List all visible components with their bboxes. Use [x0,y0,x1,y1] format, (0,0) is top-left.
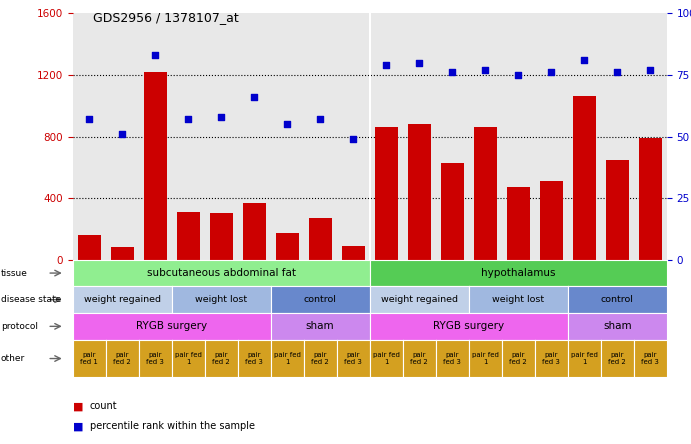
Bar [209,213,233,260]
Text: pair
fed 3: pair fed 3 [344,352,362,365]
Text: other: other [1,354,25,363]
Text: control: control [304,295,337,304]
Bar [144,72,167,260]
Bar [243,203,265,260]
Text: pair
fed 3: pair fed 3 [444,352,461,365]
Text: weight regained: weight regained [381,295,457,304]
Point [84,116,95,123]
Text: sham: sham [306,321,334,331]
Point [546,69,557,76]
Point [612,69,623,76]
Text: sham: sham [603,321,632,331]
Bar [507,187,530,260]
Text: pair fed
1: pair fed 1 [274,352,301,365]
Bar [408,124,430,260]
Bar [606,160,629,260]
Point [645,67,656,74]
Text: weight lost: weight lost [195,295,247,304]
Point [381,62,392,69]
Point [149,52,160,59]
Text: RYGB surgery: RYGB surgery [433,321,504,331]
Text: hypothalamus: hypothalamus [481,268,556,278]
Text: GDS2956 / 1378107_at: GDS2956 / 1378107_at [93,11,239,24]
Bar [638,138,662,260]
Point [282,121,293,128]
Text: pair
fed 2: pair fed 2 [311,352,329,365]
Bar [77,235,101,260]
Point [314,116,325,123]
Text: tissue: tissue [1,269,28,278]
Text: ■: ■ [73,421,83,431]
Bar [375,127,398,260]
Text: disease state: disease state [1,295,61,304]
Point [117,131,128,138]
Bar [540,181,562,260]
Text: pair
fed 3: pair fed 3 [245,352,263,365]
Point [182,116,193,123]
Text: pair
fed 2: pair fed 2 [608,352,626,365]
Text: count: count [90,401,117,411]
Text: weight regained: weight regained [84,295,160,304]
Bar [177,212,200,260]
Bar [473,127,497,260]
Bar [441,163,464,260]
Point [414,59,425,66]
Point [579,56,590,63]
Text: pair
fed 2: pair fed 2 [212,352,230,365]
Text: pair
fed 3: pair fed 3 [542,352,560,365]
Bar [341,246,365,260]
Point [216,113,227,120]
Text: pair fed
1: pair fed 1 [175,352,202,365]
Text: control: control [601,295,634,304]
Text: pair
fed 3: pair fed 3 [641,352,659,365]
Point [348,135,359,143]
Text: percentile rank within the sample: percentile rank within the sample [90,421,255,431]
Point [446,69,457,76]
Text: subcutaneous abdominal fat: subcutaneous abdominal fat [146,268,296,278]
Text: pair
fed 2: pair fed 2 [410,352,428,365]
Text: pair fed
1: pair fed 1 [571,352,598,365]
Text: protocol: protocol [1,322,38,331]
Text: ■: ■ [73,401,83,411]
Bar [309,218,332,260]
Text: weight lost: weight lost [492,295,545,304]
Point [480,67,491,74]
Point [513,71,524,79]
Text: pair
fed 2: pair fed 2 [509,352,527,365]
Bar [276,233,299,260]
Text: pair
fed 1: pair fed 1 [80,352,98,365]
Text: pair
fed 2: pair fed 2 [113,352,131,365]
Bar [573,96,596,260]
Bar [111,247,133,260]
Text: RYGB surgery: RYGB surgery [136,321,207,331]
Text: pair
fed 3: pair fed 3 [146,352,164,365]
Point [249,94,260,101]
Text: pair fed
1: pair fed 1 [472,352,499,365]
Text: pair fed
1: pair fed 1 [372,352,399,365]
